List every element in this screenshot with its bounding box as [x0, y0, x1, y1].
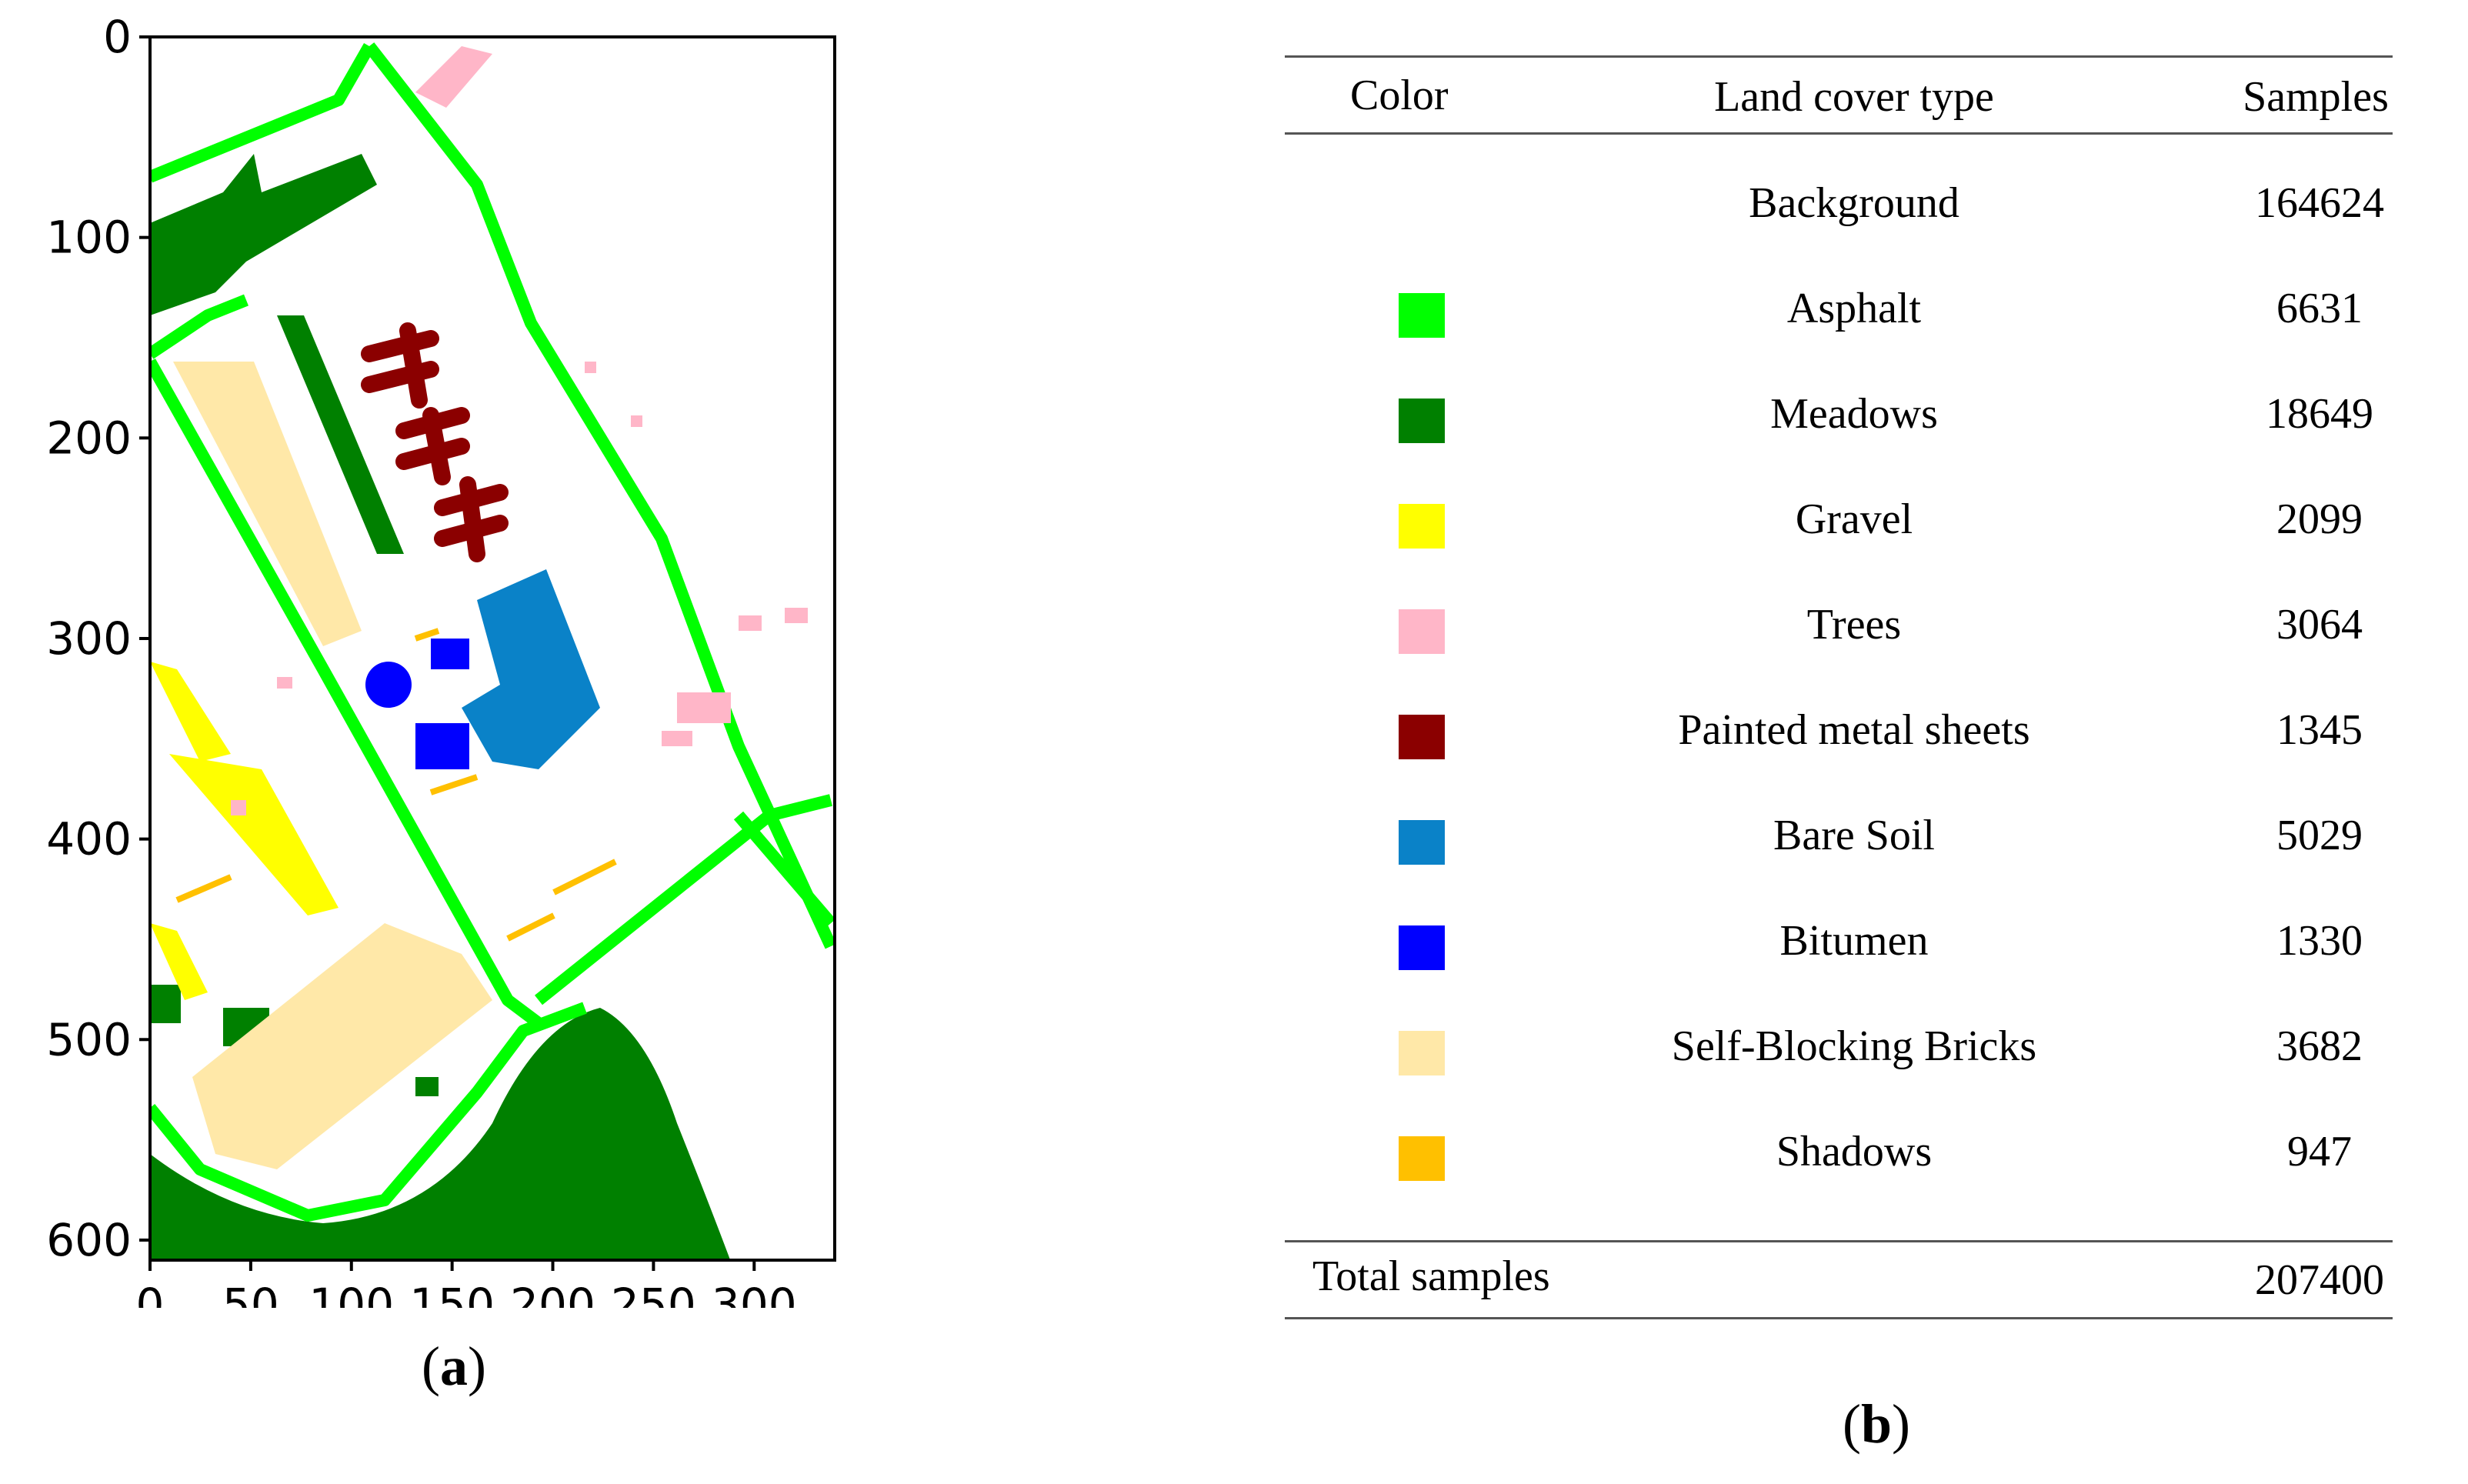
table-row: Gravel 2099	[1285, 495, 2393, 595]
samples-cell: 18649	[2266, 390, 2373, 438]
meadows-strip	[277, 315, 404, 554]
land-cover-type-cell: Painted metal sheets	[1678, 706, 2030, 754]
panel-a-letter: a	[439, 1336, 468, 1397]
x-tick-label: 100	[308, 1279, 394, 1308]
bricks-regions	[173, 362, 492, 1169]
x-tick-label: 200	[510, 1279, 595, 1308]
y-axis-ticks: 0 100 200 300 400 500 600	[46, 11, 150, 1266]
x-tick-label: 0	[136, 1279, 165, 1308]
painted-metal-sheets	[361, 322, 509, 562]
asphalt-roads	[150, 42, 835, 1222]
meadows-patch	[415, 1077, 439, 1096]
samples-cell: 3682	[2276, 1022, 2363, 1070]
land-cover-type-cell: Bitumen	[1779, 917, 1929, 965]
table-row: Trees 3064	[1285, 600, 2393, 700]
table-top-rule	[1285, 55, 2393, 58]
panel-b-caption: (b)	[1843, 1393, 1911, 1455]
total-samples-label: Total samples	[1312, 1252, 1550, 1300]
color-swatch	[1399, 715, 1445, 759]
table-row: Painted metal sheets 1345	[1285, 705, 2393, 805]
y-tick-label: 0	[103, 11, 132, 63]
y-tick-label: 100	[46, 212, 132, 264]
color-swatch	[1399, 399, 1445, 443]
land-cover-type-cell: Shadows	[1776, 1128, 1933, 1176]
color-swatch	[1399, 820, 1445, 865]
y-tick-label: 200	[46, 412, 132, 464]
color-swatch	[1399, 609, 1445, 654]
x-tick-label: 300	[712, 1279, 797, 1308]
x-tick-label: 150	[409, 1279, 495, 1308]
samples-cell: 164624	[2255, 179, 2384, 227]
x-tick-label: 250	[611, 1279, 696, 1308]
table-row: Bitumen 1330	[1285, 916, 2393, 1016]
header-land-cover-type: Land cover type	[1714, 73, 1994, 121]
land-cover-type-cell: Meadows	[1770, 390, 1938, 438]
y-tick-label: 600	[46, 1214, 132, 1266]
shadows-regions	[175, 628, 617, 942]
panel-a-caption: (a)	[422, 1336, 486, 1397]
color-swatch	[1399, 925, 1445, 970]
total-samples-value: 207400	[2255, 1256, 2384, 1304]
land-cover-type-cell: Bare Soil	[1773, 812, 1935, 859]
gravel-regions	[150, 662, 339, 1000]
land-cover-type-cell: Asphalt	[1786, 285, 1922, 332]
land-cover-type-cell: Background	[1749, 179, 1959, 227]
x-tick-label: 50	[222, 1279, 279, 1308]
table-row: Bare Soil 5029	[1285, 811, 2393, 911]
color-swatch	[1399, 1136, 1445, 1181]
table-row: Asphalt 6631	[1285, 284, 2393, 384]
table-row: Background 164624	[1285, 178, 2393, 278]
y-tick-label: 400	[46, 813, 132, 865]
samples-cell: 6631	[2276, 285, 2363, 332]
meadows-region-topleft	[150, 154, 377, 315]
x-axis-ticks: 0 50 100 150 200 250 300	[136, 1260, 797, 1308]
header-samples: Samples	[2243, 73, 2389, 121]
samples-cell: 3064	[2276, 601, 2363, 649]
header-color: Color	[1350, 72, 1449, 119]
table-row: Shadows 947	[1285, 1127, 2393, 1227]
land-cover-type-cell: Gravel	[1795, 495, 1913, 543]
bare-soil-region	[462, 569, 600, 769]
land-cover-type-cell: Trees	[1806, 601, 1902, 649]
meadows-region-bottom	[150, 1008, 731, 1260]
y-tick-label: 500	[46, 1013, 132, 1065]
table-bottom-rule	[1285, 1317, 2393, 1319]
panel-b-letter: b	[1860, 1393, 1893, 1455]
table-row: Meadows 18649	[1285, 389, 2393, 489]
color-swatch	[1399, 1031, 1445, 1075]
header-bottom-rule	[1285, 132, 2393, 135]
land-cover-type-cell: Self-Blocking Bricks	[1671, 1022, 2037, 1070]
total-top-rule	[1285, 1240, 2393, 1242]
color-swatch	[1399, 504, 1445, 549]
samples-cell: 2099	[2276, 495, 2363, 543]
samples-cell: 1345	[2276, 706, 2363, 754]
trees-regions	[231, 46, 808, 815]
meadows-patch	[150, 985, 181, 1023]
plot-frame	[148, 35, 836, 1262]
samples-cell: 1330	[2276, 917, 2363, 965]
ground-truth-map: 0 50 100 150 200 250 300 0 100 200 300 400 500 600	[46, 11, 836, 1308]
ground-truth-map-panel: 0 50 100 150 200 250 300 0 100 200 300 400 500 600 (…	[0, 0, 846, 1484]
bitumen-regions	[365, 639, 469, 769]
samples-cell: 947	[2287, 1128, 2352, 1176]
samples-cell: 5029	[2276, 812, 2363, 859]
color-swatch	[1399, 293, 1445, 338]
table-row: Self-Blocking Bricks 3682	[1285, 1022, 2393, 1122]
y-tick-label: 300	[46, 612, 132, 665]
